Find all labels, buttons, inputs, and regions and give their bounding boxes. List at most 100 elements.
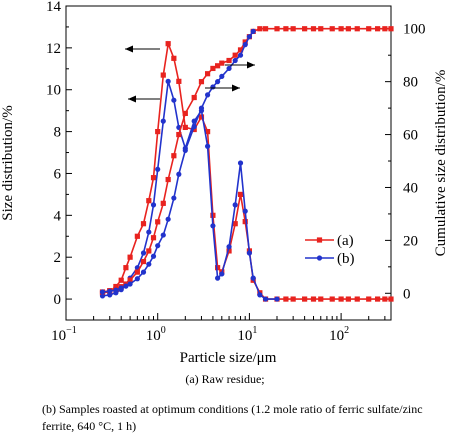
data-point — [219, 271, 225, 277]
data-point — [155, 219, 161, 225]
x-tick-label: 100 — [146, 325, 166, 344]
data-point — [242, 42, 248, 48]
data-point — [257, 26, 263, 32]
y-tick-label: 10 — [46, 83, 61, 99]
data-point — [274, 26, 280, 32]
data-point — [204, 71, 211, 77]
data-point — [140, 269, 147, 275]
y-tick-label: 12 — [46, 41, 61, 57]
x-tick-label: 101 — [237, 325, 257, 344]
data-point — [345, 26, 351, 32]
data-point — [191, 126, 197, 133]
data-point — [118, 285, 124, 291]
data-point — [204, 143, 211, 149]
arrow-head — [247, 61, 255, 69]
y2-tick-label: 20 — [403, 233, 418, 249]
x-tick-label: 10−1 — [51, 325, 77, 344]
data-point — [219, 60, 225, 66]
data-point — [150, 175, 157, 181]
data-point — [171, 195, 177, 201]
data-point — [250, 28, 256, 34]
data-point — [250, 275, 256, 281]
data-point — [290, 296, 296, 302]
data-point — [146, 198, 152, 204]
data-point — [99, 293, 106, 299]
data-point — [204, 92, 211, 98]
data-point — [246, 250, 253, 256]
legend-label: (b) — [337, 251, 355, 267]
data-point — [215, 265, 221, 271]
data-point — [127, 277, 133, 283]
data-point — [302, 296, 308, 302]
data-point — [198, 105, 205, 111]
data-point — [204, 129, 211, 135]
data-point — [388, 296, 394, 302]
data-point — [171, 153, 177, 159]
data-point — [165, 41, 171, 47]
data-point — [237, 47, 244, 53]
data-point — [123, 283, 129, 289]
data-point — [171, 97, 177, 103]
y2-tick-label: 60 — [403, 128, 418, 144]
data-point — [310, 26, 317, 32]
data-point — [146, 248, 152, 254]
data-point — [388, 26, 394, 32]
data-point — [310, 296, 317, 302]
data-point — [382, 296, 388, 302]
data-point — [262, 26, 269, 32]
data-point — [232, 57, 238, 64]
y-tick-label: 6 — [54, 166, 62, 182]
axis-ticks: 10−1 100 101 102 0 2 4 6 8 10 12 14 0 20 40 60 80 100 — [46, 0, 426, 344]
plot-frame — [65, 5, 392, 321]
data-point — [198, 114, 205, 120]
data-point — [338, 26, 344, 32]
y-tick-label: 0 — [54, 292, 62, 308]
y2-tick-label: 0 — [403, 286, 411, 302]
series-3 — [99, 26, 394, 295]
data-point — [290, 26, 296, 32]
data-point — [127, 254, 133, 260]
data-point — [226, 65, 232, 72]
data-point — [146, 229, 152, 235]
data-point — [232, 52, 238, 58]
data-point — [176, 131, 182, 138]
y2-axis-label: Cumulative size distribution/% — [433, 70, 449, 257]
arrow-head — [232, 84, 240, 92]
data-point — [329, 296, 335, 302]
data-point — [165, 176, 171, 183]
data-point — [155, 129, 161, 135]
legend: (a) (b) — [305, 233, 355, 267]
data-point — [237, 52, 244, 58]
data-point — [318, 26, 324, 32]
y-tick-label: 2 — [54, 250, 62, 266]
data-point — [262, 296, 269, 302]
data-point — [150, 235, 157, 241]
data-point — [345, 296, 351, 302]
data-point — [246, 34, 253, 40]
x-tick-label: 102 — [329, 325, 349, 344]
data-point — [107, 292, 113, 298]
caption-a: (a) Raw residue; — [185, 372, 265, 386]
data-point — [274, 296, 280, 302]
y2-tick-label: 80 — [403, 75, 418, 91]
y-tick-label: 8 — [54, 125, 62, 141]
x-axis-label: Particle size/μm — [180, 350, 277, 366]
data-point — [191, 94, 197, 101]
data-point — [134, 233, 140, 239]
y2-tick-label: 40 — [403, 180, 418, 196]
data-point — [210, 65, 216, 72]
data-point — [155, 243, 161, 249]
data-point — [219, 73, 225, 79]
data-point — [354, 26, 360, 32]
legend-marker — [316, 237, 323, 243]
y2-tick-label: 100 — [403, 22, 426, 38]
data-point — [215, 63, 221, 69]
data-point — [318, 296, 324, 302]
data-point — [176, 78, 182, 84]
data-point — [226, 244, 232, 250]
data-point — [140, 258, 147, 265]
data-point — [283, 26, 289, 32]
axis-arrows — [125, 45, 255, 103]
data-point — [237, 160, 244, 166]
data-point — [257, 292, 263, 298]
